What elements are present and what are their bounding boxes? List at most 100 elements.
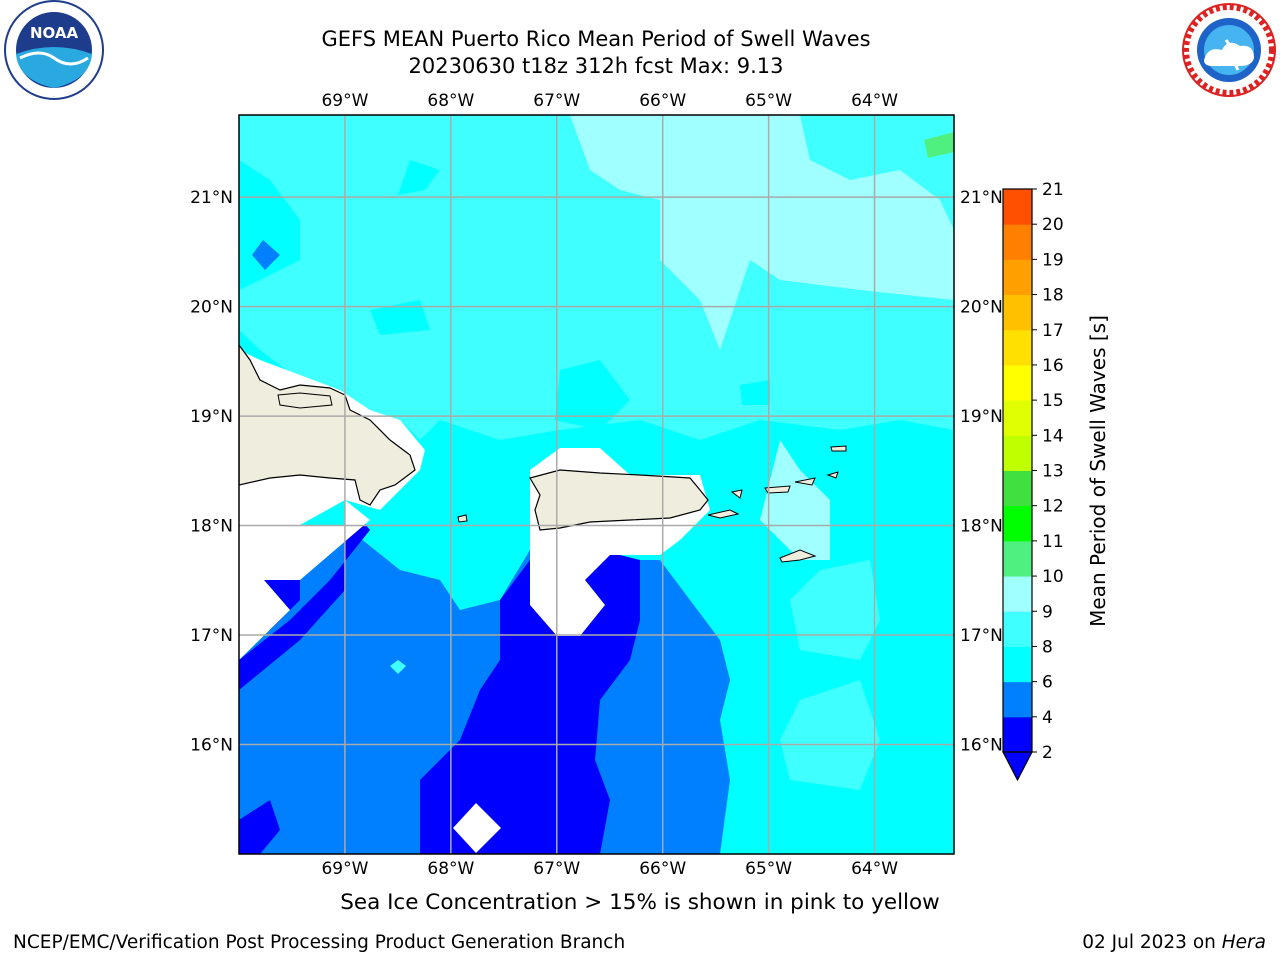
field-10-patch [924,132,954,158]
lat-label-left: 21°N [190,188,233,208]
lat-label-right: 19°N [960,407,1003,427]
colorbar-segment [1003,611,1032,647]
colorbar-segment [1003,329,1032,366]
colorbar-segment [1003,294,1032,331]
colorbar-segment [1003,400,1032,436]
nws-logo-icon [1178,0,1280,106]
colorbar-segment [1003,259,1032,296]
colorbar-segment [1003,540,1032,577]
colorbar-tick-label: 14 [1042,426,1064,446]
colorbar-tick-label: 2 [1042,743,1053,763]
colorbar-segment [1003,364,1032,401]
colorbar: 2 4 6 8 9 10 11 12 13 14 15 16 17 18 19 20 21 [1002,180,1064,782]
colorbar-tick-label: 21 [1042,180,1064,200]
colorbar-segment [1003,189,1032,225]
footer-machine: Hera [1221,932,1266,953]
noaa-logo-icon: NOAA · [0,0,108,112]
field-6-patch-3 [370,300,430,335]
colorbar-tick-label: 18 [1042,286,1064,306]
colorbar-tick-label: 17 [1042,321,1064,341]
lat-label-left: 20°N [190,298,233,318]
colorbar-tick-label: 4 [1042,708,1053,728]
land-tortola [794,477,816,486]
map-subtitle: 20230630 t18z 312h fcst Max: 9.13 [408,54,784,78]
lon-labels-top: 69°W 68°W 67°W 66°W 65°W 64°W [321,91,898,111]
contour-field [239,115,954,854]
mask-south [453,803,501,853]
field-2-4-sw [239,800,280,854]
lat-label-left: 17°N [190,626,233,646]
colorbar-segment [1003,224,1032,260]
lat-label-right: 18°N [960,517,1003,537]
land-culebra [730,489,743,499]
colorbar-segment [1003,716,1032,753]
lat-label-right: 21°N [960,188,1003,208]
lat-label-right: 16°N [960,736,1003,756]
map-frame [238,114,955,855]
colorbar-tick-label: 12 [1042,497,1064,517]
lat-label-left: 18°N [190,517,233,537]
colorbar-segment [1003,646,1032,683]
lon-label-top: 64°W [851,91,898,111]
lat-label-right: 20°N [960,298,1003,318]
lon-label-bottom: 65°W [745,859,792,879]
land-hispaniola [239,343,416,506]
land-virgin-gorda [826,471,839,479]
lat-label-right: 17°N [960,626,1003,646]
sea-ice-note: Sea Ice Concentration > 15% is shown in … [340,890,940,915]
colorbar-tick-label: 11 [1042,532,1064,552]
colorbar-segment [1003,435,1032,471]
lon-label-top: 65°W [745,91,792,111]
colorbar-tick-label: 8 [1042,637,1053,657]
lon-labels-bottom: 69°W 68°W 67°W 66°W 65°W 64°W [321,859,898,879]
land-anegada [830,445,847,452]
colorbar-segment [1003,576,1032,612]
field-8-dot [390,660,406,674]
colorbar-segment [1003,470,1032,507]
colorbar-tick-label: 20 [1042,215,1064,235]
gridlines [239,115,954,854]
land-tortuga [277,392,333,409]
mask-west [239,500,370,660]
field-2-4-west [239,500,370,690]
land-mona [457,514,468,523]
land-vieques [707,509,740,519]
noaa-logo-text: NOAA [30,24,79,42]
footer-date: 02 Jul 2023 on Hera [1082,932,1266,953]
field-8-patch-south [780,680,880,790]
colorbar-tick-label: 10 [1042,567,1064,587]
lat-labels-left: 21°N 20°N 19°N 18°N 17°N 16°N [190,188,233,755]
field-4-dot [252,240,280,270]
field-6-patch-4 [740,380,770,405]
colorbar-tick-label: 19 [1042,250,1064,270]
lon-label-bottom: 67°W [533,859,580,879]
colorbar-tick-label: 16 [1042,356,1064,376]
colorbar-tick-label: 15 [1042,391,1064,411]
colorbar-extend-min [1002,751,1033,782]
footer-branch: NCEP/EMC/Verification Post Processing Pr… [13,932,626,953]
colorbar-tick-label: 13 [1042,462,1064,482]
map-title: GEFS MEAN Puerto Rico Mean Period of Swe… [321,27,871,51]
lat-labels-right: 21°N 20°N 19°N 18°N 17°N 16°N [960,188,1003,755]
lon-label-top: 68°W [427,91,474,111]
land-puerto-rico [529,469,709,531]
colorbar-segment [1003,681,1032,718]
colorbar-label: Mean Period of Swell Waves [s] [1086,315,1110,627]
field-9-patch-1 [570,115,954,350]
lon-label-top: 66°W [639,91,686,111]
lon-label-bottom: 69°W [321,859,368,879]
footer-date-text: 02 Jul 2023 on [1082,932,1222,953]
lon-label-bottom: 64°W [851,859,898,879]
lon-label-bottom: 68°W [427,859,474,879]
field-6-patch-5 [555,360,630,430]
colorbar-tick-label: 6 [1042,673,1053,693]
land-st-thomas [764,485,791,494]
lon-label-top: 69°W [321,91,368,111]
lon-label-top: 67°W [533,91,580,111]
land-st-croix [779,549,817,563]
field-6-patch-1 [398,160,440,195]
lat-label-left: 19°N [190,407,233,427]
lat-label-left: 16°N [190,736,233,756]
svg-text:·: · [53,94,55,100]
